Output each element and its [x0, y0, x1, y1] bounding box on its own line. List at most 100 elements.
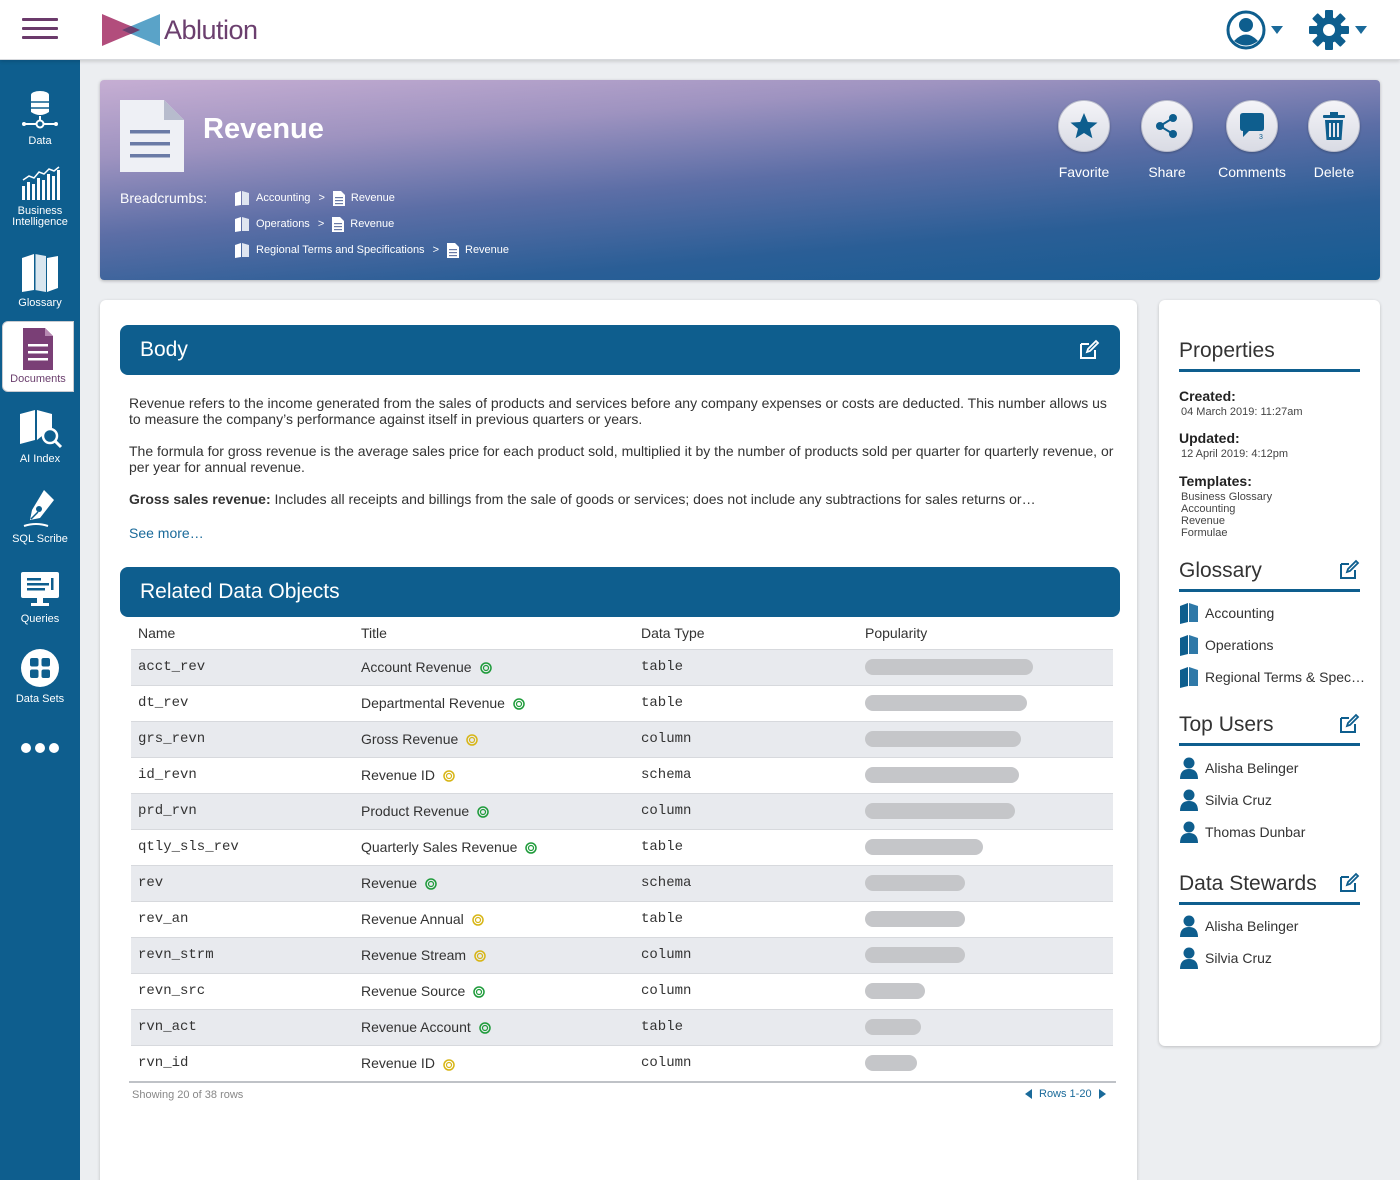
body-paragraph: Gross sales revenue: Includes all receip… [129, 491, 1119, 507]
more-dots-icon [21, 743, 59, 753]
document-header: Revenue Breadcrumbs: Accounting > Revenu… [100, 80, 1380, 280]
title-text: Revenue Stream [361, 947, 467, 963]
related-heading: Related Data Objects [140, 580, 340, 603]
glossary-item-regional-terms[interactable]: Regional Terms & Spec… [1179, 666, 1365, 688]
see-more-link[interactable]: See more… [129, 525, 204, 541]
hamburger-menu-icon[interactable] [22, 18, 58, 42]
breadcrumb: Regional Terms and Specifications > Reve… [234, 240, 509, 260]
popularity-bar [865, 839, 983, 855]
breadcrumb-parent-label: Operations [256, 218, 310, 230]
cell-data-type: table [634, 648, 858, 685]
cell-popularity [858, 756, 1113, 793]
user-menu-button[interactable] [1226, 10, 1283, 50]
sidebar-item-documents[interactable]: Documents [2, 321, 74, 392]
breadcrumb-separator: > [317, 218, 325, 230]
properties-heading-text: Properties [1179, 339, 1275, 362]
cell-name: rvn_act [131, 1008, 354, 1045]
table-row[interactable]: revn_src Revenue Source column [131, 972, 1113, 1009]
sidebar-item-ai-index[interactable]: AI Index [0, 408, 80, 465]
comments-button[interactable]: 3 Comments [1212, 100, 1292, 180]
table-row[interactable]: acct_rev Account Revenue table [131, 648, 1113, 685]
top-user-item[interactable]: Thomas Dunbar [1179, 821, 1305, 843]
certified-status-icon [477, 806, 489, 819]
glossary-item-accounting[interactable]: Accounting [1179, 602, 1274, 624]
sidebar-item-data-sets[interactable]: Data Sets [0, 648, 80, 705]
table-row[interactable]: prd_rvn Product Revenue column [131, 792, 1113, 829]
sidebar-item-queries[interactable]: Queries [0, 570, 80, 625]
data-steward-item[interactable]: Silvia Cruz [1179, 947, 1272, 969]
column-header-data-type[interactable]: Data Type [641, 624, 705, 641]
edit-icon[interactable] [1338, 559, 1360, 581]
sidebar-item-business-intelligence[interactable]: Business Intelligence [0, 166, 80, 228]
certified-status-icon [525, 842, 538, 855]
table-row[interactable]: qtly_sls_rev Quarterly Sales Revenue table [131, 828, 1113, 865]
sidebar-item-data[interactable]: Data [0, 88, 80, 147]
favorite-button[interactable]: Favorite [1044, 100, 1124, 180]
logo-mark-icon [102, 14, 160, 46]
sidebar-item-glossary[interactable]: Glossary [0, 250, 80, 309]
row-count-status: Showing 20 of 38 rows [132, 1089, 244, 1101]
title-text: Revenue ID [361, 767, 435, 783]
column-header-name[interactable]: Name [138, 624, 176, 641]
cell-title: Revenue Account [354, 1008, 634, 1045]
breadcrumb-child-label: Revenue [350, 218, 395, 230]
cell-popularity [858, 684, 1113, 721]
app-name: Ablution [164, 14, 258, 45]
delete-button[interactable]: Delete [1294, 100, 1374, 180]
updated-value: 12 April 2019: 4:12pm [1181, 448, 1289, 460]
cell-name: rev_an [131, 900, 354, 937]
cell-popularity [858, 936, 1113, 973]
sidebar-item-label: AI Index [19, 453, 61, 465]
favorite-label: Favorite [1058, 164, 1110, 180]
top-user-item[interactable]: Alisha Belinger [1179, 757, 1298, 779]
edit-icon[interactable] [1078, 339, 1100, 361]
top-user-item[interactable]: Silvia Cruz [1179, 789, 1272, 811]
edit-icon[interactable] [1338, 872, 1360, 894]
cell-data-type: schema [634, 756, 858, 793]
table-row[interactable]: dt_rev Departmental Revenue table [131, 684, 1113, 721]
sidebar-item-label: Documents [10, 373, 66, 385]
data-steward-item[interactable]: Alisha Belinger [1179, 915, 1298, 937]
glossary-item-label: Accounting [1205, 605, 1275, 621]
breadcrumb-link-accounting[interactable]: Accounting [234, 190, 310, 206]
user-icon [1180, 915, 1198, 937]
popularity-bar [865, 659, 1033, 675]
settings-menu-button[interactable] [1308, 9, 1367, 51]
sidebar-item-label: SQL Scribe [12, 533, 68, 545]
cell-data-type: table [634, 900, 858, 937]
glossary-item-operations[interactable]: Operations [1179, 634, 1273, 656]
column-header-popularity[interactable]: Popularity [865, 624, 928, 641]
table-row[interactable]: rev Revenue schema [131, 864, 1113, 901]
share-button[interactable]: Share [1127, 100, 1207, 180]
table-row[interactable]: grs_revn Gross Revenue column [131, 720, 1113, 757]
table-row[interactable]: rvn_id Revenue ID column [131, 1044, 1113, 1081]
created-label: Created: [1179, 388, 1236, 404]
breadcrumb-link-revenue[interactable]: Revenue [332, 190, 395, 206]
sidebar-item-label: Data Sets [15, 693, 65, 705]
body-paragraph: The formula for gross revenue is the ave… [129, 443, 1114, 475]
comments-label: Comments [1218, 164, 1286, 180]
glossary-book-icon [235, 217, 249, 232]
breadcrumb-link-revenue[interactable]: Revenue [447, 242, 509, 258]
breadcrumb-link-revenue[interactable]: Revenue [332, 216, 395, 232]
table-row[interactable]: id_revn Revenue ID schema [131, 756, 1113, 793]
next-page-icon[interactable] [1098, 1089, 1106, 1099]
table-row[interactable]: rvn_act Revenue Account table [131, 1008, 1113, 1045]
body-paragraph-text: Includes all receipts and billings from … [270, 491, 1036, 507]
table-row[interactable]: rev_an Revenue Annual table [131, 900, 1113, 937]
previous-page-icon[interactable] [1025, 1089, 1032, 1099]
data-stewards-heading-text: Data Stewards [1179, 872, 1317, 895]
table-row[interactable]: revn_strm Revenue Stream column [131, 936, 1113, 973]
sidebar-item-sql-scribe[interactable]: SQL Scribe [0, 488, 80, 545]
sidebar-item-label: Queries [20, 613, 60, 625]
title-text: Product Revenue [361, 803, 470, 819]
user-name: Alisha Belinger [1205, 918, 1299, 934]
edit-icon[interactable] [1338, 713, 1360, 735]
sidebar-more-button[interactable] [0, 740, 80, 760]
column-header-title[interactable]: Title [361, 624, 387, 641]
breadcrumb-link-operations[interactable]: Operations [234, 216, 310, 232]
cell-name: acct_rev [131, 648, 354, 685]
app-logo[interactable]: Ablution [100, 8, 258, 52]
title-text: Revenue Source [361, 983, 466, 999]
breadcrumb-link-regional-terms[interactable]: Regional Terms and Specifications [234, 242, 425, 258]
